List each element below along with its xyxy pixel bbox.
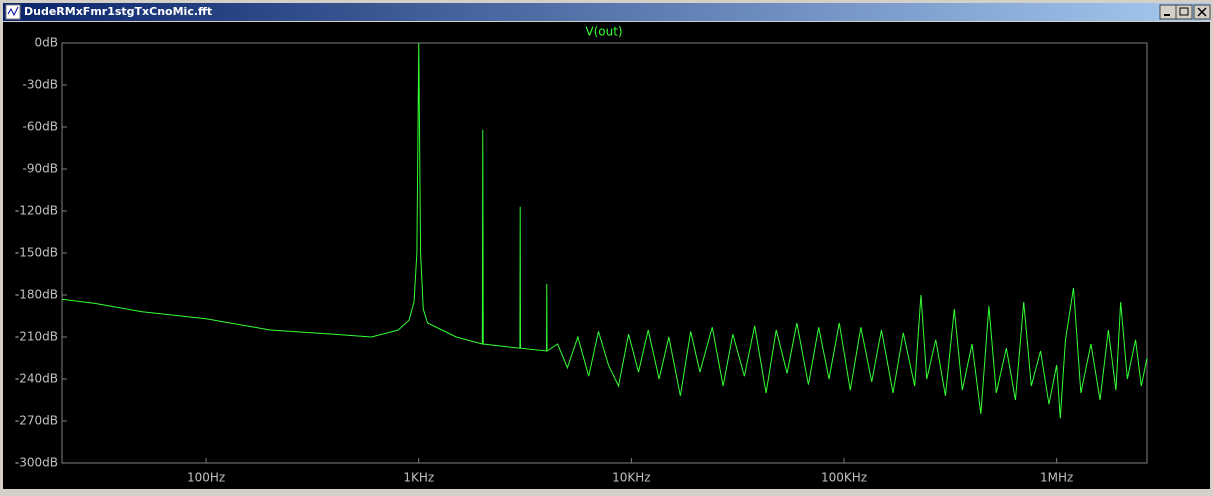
window-buttons <box>1159 4 1211 20</box>
y-tick-label: -240dB <box>15 372 58 386</box>
y-tick-label: -90dB <box>23 162 58 176</box>
y-tick-label: -150dB <box>15 246 58 260</box>
y-tick-label: 0dB <box>35 36 58 50</box>
legend-entry: V(out) <box>585 25 622 39</box>
minimize-button[interactable] <box>1159 4 1177 20</box>
y-tick-label: -60dB <box>23 120 58 134</box>
x-tick-label: 1MHz <box>1040 471 1073 485</box>
x-tick-label: 100Hz <box>187 471 225 485</box>
maximize-glyph <box>1179 7 1189 16</box>
y-tick-label: -210dB <box>15 330 58 344</box>
y-tick-label: -270dB <box>15 414 58 428</box>
maximize-button[interactable] <box>1175 4 1193 20</box>
y-tick-label: -120dB <box>15 204 58 218</box>
title-bar <box>3 3 1210 21</box>
y-tick-label: -180dB <box>15 288 58 302</box>
y-tick-label: -300dB <box>15 456 58 470</box>
plot: 0dB -30dB -60dB -90dB -120dB -150dB -180dB -210… <box>15 36 1148 485</box>
window-icon-glyph <box>7 6 19 17</box>
window-title: DudeRMxFmr1stgTxCnoMic.fft <box>24 5 212 18</box>
plot-background <box>3 22 1210 489</box>
x-tick-label: 100KHz <box>821 471 867 485</box>
x-tick-label: 10KHz <box>612 471 650 485</box>
series-line <box>61 42 1148 419</box>
y-tick-label: -30dB <box>23 78 58 92</box>
x-tick-label: 1KHz <box>403 471 434 485</box>
close-glyph <box>1197 7 1207 17</box>
